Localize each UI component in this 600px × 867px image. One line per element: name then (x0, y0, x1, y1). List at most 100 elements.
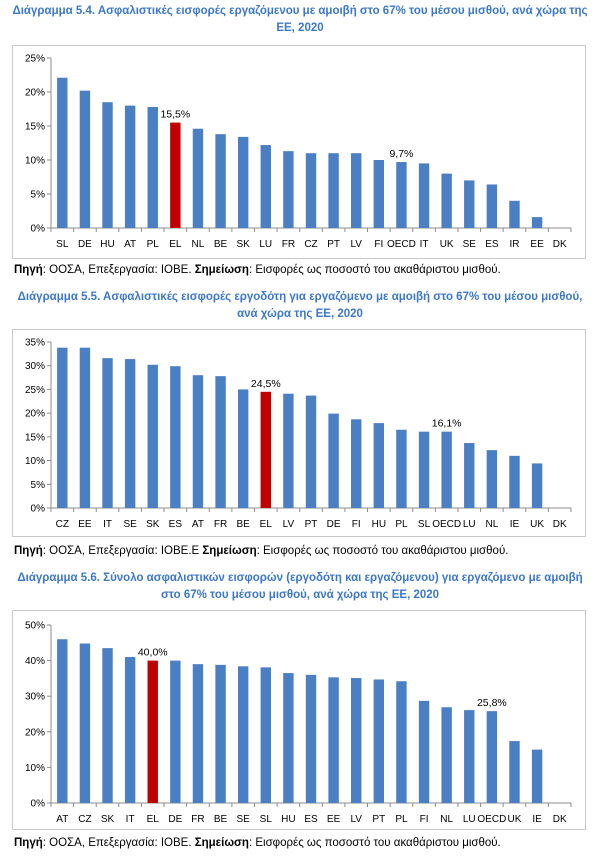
y-tick-label: 0% (31, 224, 46, 235)
y-tick-label: 5% (31, 190, 46, 201)
category-label: BE (214, 239, 228, 250)
category-label: IR (509, 239, 519, 250)
note-label: Σημείωση (194, 264, 249, 276)
bar (124, 657, 136, 803)
category-label: SL (260, 814, 273, 825)
note-text: : Εισφορές ως ποσοστό του ακαθάριστου μι… (256, 545, 509, 557)
source-label: Πηγή (14, 264, 43, 276)
category-label: FR (282, 239, 295, 250)
bar (351, 153, 362, 228)
note-label: Σημείωση (202, 545, 257, 557)
bar (237, 389, 249, 508)
bar (124, 105, 136, 228)
category-label: FI (352, 519, 361, 530)
category-label: DE (327, 519, 341, 530)
bar-highlight (147, 660, 158, 803)
bar (283, 151, 294, 228)
category-label: OECD (387, 239, 416, 250)
category-label: FR (191, 814, 204, 825)
y-tick-label: 20% (25, 88, 45, 99)
bar (79, 90, 91, 228)
category-label: LV (350, 814, 362, 825)
note-label: Σημείωση (194, 837, 249, 849)
category-label: SK (237, 239, 251, 250)
category-label: FI (374, 239, 383, 250)
category-label: LU (259, 239, 272, 250)
bar (283, 673, 294, 803)
category-label: OECD (477, 814, 506, 825)
chart-title: Διάγραμμα 5.4. Ασφαλιστικές εισφορές εργ… (12, 5, 588, 34)
y-tick-label: 0% (31, 799, 46, 810)
bar (486, 711, 498, 803)
chart-note: Πηγή: ΟΟΣΑ, Επεξεργασία: ΙΟΒΕ.Ε Σημείωση… (14, 544, 594, 558)
category-label: PL (147, 239, 160, 250)
bar (418, 700, 430, 803)
chart-frame: 0% 5% 10% 15% 20% 25% 30% 35% CZ EE IT SE SK ES AT FR BE… (12, 329, 586, 537)
category-label: SE (237, 814, 251, 825)
source-text: : ΟΟΣΑ, Επεξεργασία: ΙΟΒΕ. (42, 837, 195, 849)
category-label: AT (192, 519, 204, 530)
category-label: BE (214, 814, 228, 825)
y-tick-label: 40% (25, 656, 45, 667)
category-label: DK (553, 519, 567, 530)
bar (79, 347, 91, 508)
y-tick-label: 30% (25, 692, 45, 703)
bar (464, 180, 475, 228)
category-label: UK (508, 814, 522, 825)
category-label: PL (395, 814, 408, 825)
category-label: PT (327, 239, 340, 250)
category-label: SL (56, 239, 69, 250)
category-label: SL (418, 519, 431, 530)
category-label: NL (192, 239, 205, 250)
bar-highlight (170, 122, 181, 228)
category-label: EE (327, 814, 341, 825)
chart-frame: 0% 5% 10% 15% 20% 25% SL DE HU AT PL EL NL BE SK LU FR CZ… (12, 45, 586, 259)
category-label: ES (169, 519, 183, 530)
category-label: EL (169, 239, 182, 250)
category-label: EE (530, 239, 544, 250)
y-tick-label: 10% (25, 763, 45, 774)
bar-chart: 0% 10% 20% 30% 40% 50% AT CZ SK IT EL DE FR BE SE SL HU E… (25, 621, 572, 825)
category-label: BE (237, 519, 251, 530)
bar (486, 450, 498, 508)
bar (441, 173, 452, 228)
data-label: 16,1% (432, 418, 462, 430)
category-label: CZ (78, 814, 91, 825)
bar (57, 639, 68, 803)
bar (418, 163, 430, 228)
bar (328, 153, 339, 228)
bar (192, 664, 204, 803)
bar (305, 395, 317, 508)
source-text: : ΟΟΣΑ, Επεξεργασία: ΙΟΒΕ. (42, 264, 195, 276)
chart-note: Πηγή: ΟΟΣΑ, Επεξεργασία: ΙΟΒΕ. Σημείωση:… (14, 836, 594, 850)
y-tick-label: 0% (31, 504, 46, 515)
category-label: NL (485, 519, 498, 530)
category-label: SK (101, 814, 115, 825)
bar (102, 358, 113, 508)
category-label: PT (305, 519, 318, 530)
category-label: AT (124, 239, 136, 250)
bar (192, 375, 204, 508)
bar (283, 393, 294, 508)
chart-title: Διάγραμμα 5.6. Σύνολο ασφαλιστικών εισφο… (17, 572, 583, 601)
category-label: IT (103, 519, 112, 530)
bar (441, 707, 452, 803)
y-tick-label: 25% (25, 54, 45, 65)
y-tick-label: 10% (25, 456, 45, 467)
bar (260, 145, 271, 228)
bar (215, 376, 226, 508)
category-label: ES (485, 239, 499, 250)
y-tick-label: 20% (25, 409, 45, 420)
bar (215, 134, 226, 228)
bar (486, 184, 498, 228)
data-label: 15,5% (160, 109, 190, 121)
bar (396, 162, 407, 228)
category-label: SE (123, 519, 137, 530)
category-label: LV (350, 239, 362, 250)
bar (373, 679, 385, 803)
note-text: : Εισφορές ως ποσοστό του ακαθάριστου μι… (248, 837, 501, 849)
category-label: DE (78, 239, 92, 250)
category-label: IE (532, 814, 542, 825)
bar (396, 681, 407, 803)
category-label: SK (146, 519, 160, 530)
